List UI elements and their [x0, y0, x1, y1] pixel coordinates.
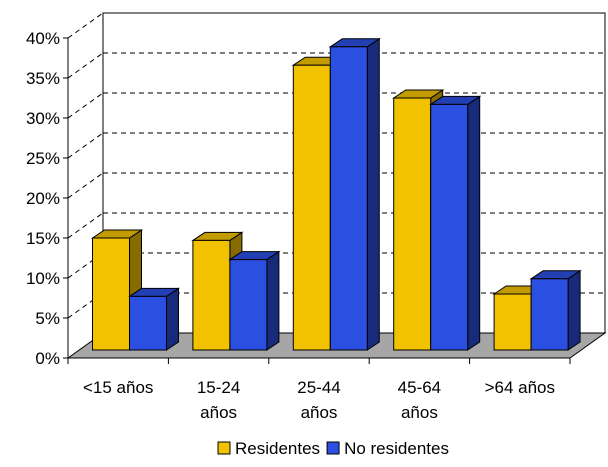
bar-no-residentes: [229, 259, 268, 351]
bar-side-no-residentes: [166, 287, 179, 351]
side-wall-gridline: [67, 172, 104, 199]
bar-side-no-residentes: [266, 250, 280, 351]
y-tick-label: 30%: [26, 109, 60, 128]
y-tick-label: 40%: [26, 29, 60, 48]
y-tick-label: 20%: [26, 189, 60, 208]
y-tick-label: 35%: [26, 69, 60, 88]
side-wall-gridline: [67, 92, 104, 119]
legend-label-no-residentes: No residentes: [344, 439, 449, 458]
side-wall-gridline: [67, 52, 104, 79]
side-wall-gridline: [67, 252, 104, 279]
bar-no-residentes: [329, 46, 368, 351]
side-wall-gridline: [67, 132, 104, 159]
x-tick-label: años: [301, 403, 338, 422]
bar-residentes: [192, 239, 231, 351]
side-wall-gridline: [67, 292, 104, 319]
x-tick-label: <15 años: [83, 378, 153, 397]
bar-residentes: [493, 293, 532, 351]
legend-swatch-residentes: [217, 441, 231, 455]
x-tick-label: 45-64: [398, 378, 441, 397]
x-tick-label: 15-24: [197, 378, 240, 397]
bar-side-no-residentes: [467, 95, 481, 351]
x-tick-label: años: [401, 403, 438, 422]
bar-no-residentes: [430, 103, 469, 351]
bar-residentes: [92, 237, 130, 351]
y-tick-label: 0%: [35, 349, 60, 368]
x-tick-label: >64 años: [485, 378, 555, 397]
bar-side-no-residentes: [567, 269, 581, 351]
legend-swatch-no-residentes: [326, 441, 340, 455]
y-tick-label: 10%: [26, 269, 60, 288]
y-tick-label: 25%: [26, 149, 60, 168]
y-tick-label: 15%: [26, 229, 60, 248]
bar-side-no-residentes: [366, 37, 380, 351]
x-tick-label: años: [200, 403, 237, 422]
bar-residentes: [292, 64, 331, 351]
bar-no-residentes: [129, 295, 167, 351]
bar-no-residentes: [530, 278, 569, 351]
bar-residentes: [393, 97, 432, 351]
legend: Residentes No residentes: [217, 439, 449, 458]
side-wall-gridline: [67, 12, 104, 39]
y-tick-label: 5%: [35, 309, 60, 328]
legend-label-residentes: Residentes: [235, 439, 320, 458]
side-wall-gridline: [67, 212, 104, 239]
x-tick-label: 25-44: [297, 378, 340, 397]
